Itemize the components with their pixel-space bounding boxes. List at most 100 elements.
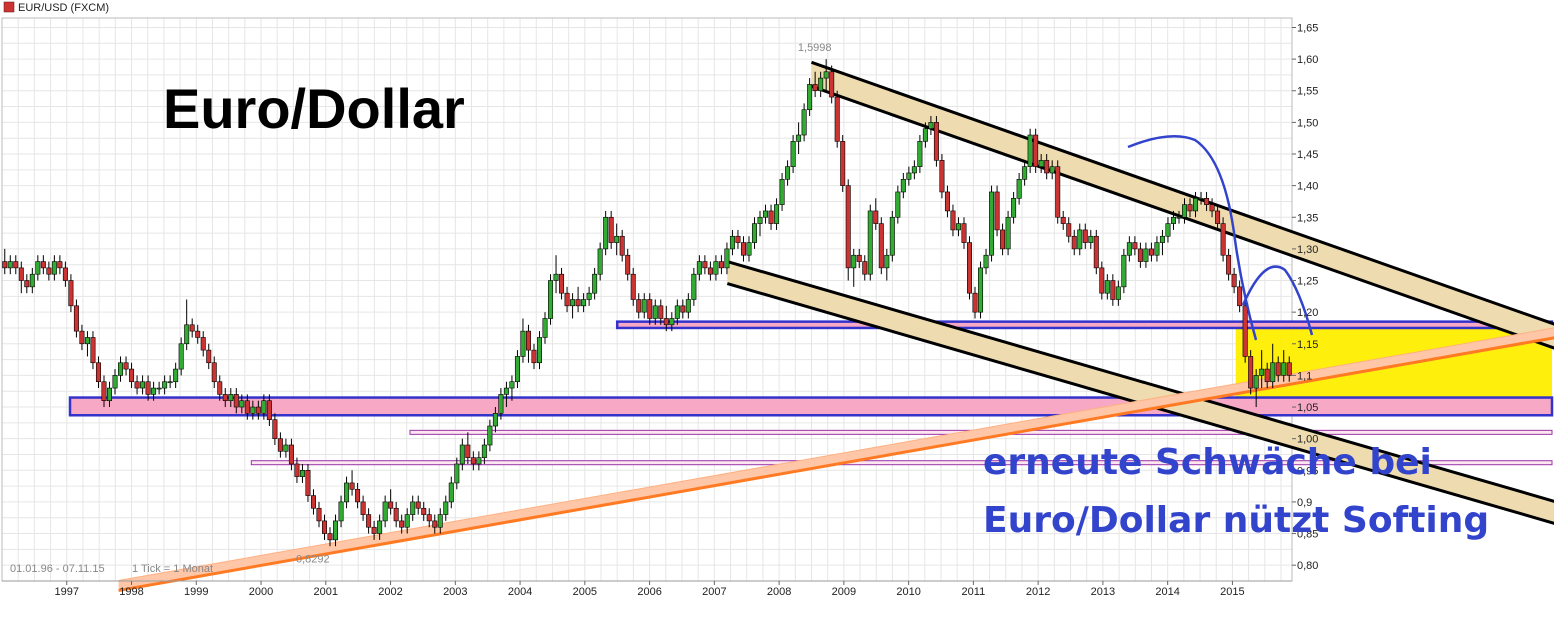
candle-body (1286, 362, 1292, 376)
candle-body (35, 261, 41, 275)
resistance-zone (615, 320, 1554, 330)
candle-body (845, 185, 851, 269)
y-tick-label: 1,45 (1297, 149, 1318, 161)
candle-body (1110, 280, 1116, 300)
candle-body (162, 381, 168, 389)
x-tick-label: 2009 (832, 586, 856, 598)
candle-body (603, 216, 609, 250)
legend-swatch (3, 1, 15, 13)
candle-body (1226, 254, 1232, 275)
candle-body (189, 324, 195, 332)
candle-body (1248, 356, 1254, 389)
candle-body (1033, 134, 1039, 167)
candle-body (1011, 197, 1017, 218)
candle-body (13, 261, 19, 269)
candle-body (1143, 248, 1149, 262)
candle-body (807, 84, 813, 111)
candle-body (1060, 216, 1066, 224)
candle-body (173, 368, 179, 383)
y-tick-label: 1,15 (1297, 339, 1318, 351)
candle-body (84, 337, 90, 345)
candle-body (382, 501, 388, 522)
annotation-line-2: Euro/Dollar nützt Softing (983, 500, 1489, 541)
candle-body (316, 507, 322, 522)
candle-body (476, 457, 482, 465)
candle-body (1165, 223, 1171, 237)
chart-title: Euro/Dollar (163, 77, 465, 140)
x-tick-label: 2006 (637, 586, 661, 598)
y-tick-label: 1,40 (1297, 181, 1318, 193)
candle-body (73, 305, 79, 332)
x-tick-label: 2014 (1155, 586, 1179, 598)
arc-annotation-2 (1241, 265, 1314, 336)
x-tick-label: 1999 (184, 586, 208, 598)
axes: 0,80 0,85 0,9 0,95 1,00 1,05 1,1 1,15 1,20 1,25 1,… (2, 22, 1318, 598)
candle-body (542, 318, 548, 338)
candle-body (283, 444, 289, 452)
candle-body (834, 96, 840, 142)
candle-body (46, 267, 52, 275)
candle-body (718, 261, 724, 269)
candle-body (437, 514, 443, 528)
candle-body (983, 254, 989, 269)
candle-body (840, 141, 846, 186)
purple-band-2 (250, 460, 1553, 466)
candle-body (1137, 248, 1143, 262)
candle-body (680, 305, 686, 313)
candle-body (790, 141, 796, 167)
candle-body (796, 134, 802, 142)
y-tick-label: 1,65 (1297, 22, 1318, 34)
candle-body (481, 444, 487, 458)
candle-body (1093, 235, 1099, 269)
candle-body (7, 261, 13, 269)
x-tick-label: 2001 (314, 586, 338, 598)
candle-body (167, 381, 173, 384)
candles (2, 59, 1292, 547)
candle-body (399, 520, 405, 528)
candle-body (823, 71, 829, 79)
candle-body (454, 463, 460, 484)
candle-body (1198, 197, 1204, 200)
arcs (1127, 135, 1314, 341)
candle-body (107, 387, 113, 402)
candle-body (415, 501, 421, 509)
candle-body (724, 248, 730, 269)
candle-body (40, 261, 46, 269)
candle-body (1005, 216, 1011, 250)
candle-body (459, 444, 465, 465)
support-zone-1 (68, 396, 1554, 417)
candle-body (575, 299, 581, 307)
candle-body (360, 501, 366, 515)
candle-body (889, 216, 895, 256)
candle-body (944, 191, 950, 212)
candle-body (51, 261, 57, 275)
candle-body (465, 444, 471, 458)
candle-body (989, 191, 995, 256)
candle-body (355, 488, 361, 503)
candle-body (746, 242, 752, 256)
candle-body (470, 457, 476, 465)
candle-body (95, 362, 101, 383)
candle-body (994, 191, 1000, 231)
candle-body (922, 128, 928, 142)
candle-body (305, 469, 311, 496)
x-tick-label: 2005 (573, 586, 597, 598)
candle-body (371, 526, 377, 534)
candle-body (586, 292, 592, 300)
candle-body (377, 520, 383, 534)
candle-body (514, 356, 520, 383)
candle-body (1237, 286, 1243, 307)
candle-body (608, 216, 614, 243)
candle-body (757, 216, 763, 224)
candle-body (625, 254, 631, 275)
candle-body (878, 223, 884, 269)
candle-body (1027, 134, 1033, 167)
candle-body (1154, 242, 1160, 256)
candle-body (498, 394, 504, 414)
candle-body (195, 330, 201, 338)
candle-body (266, 400, 272, 420)
candle-body (564, 292, 570, 307)
candle-body (388, 501, 394, 509)
candle-body (222, 394, 228, 402)
candle-body (294, 463, 300, 477)
